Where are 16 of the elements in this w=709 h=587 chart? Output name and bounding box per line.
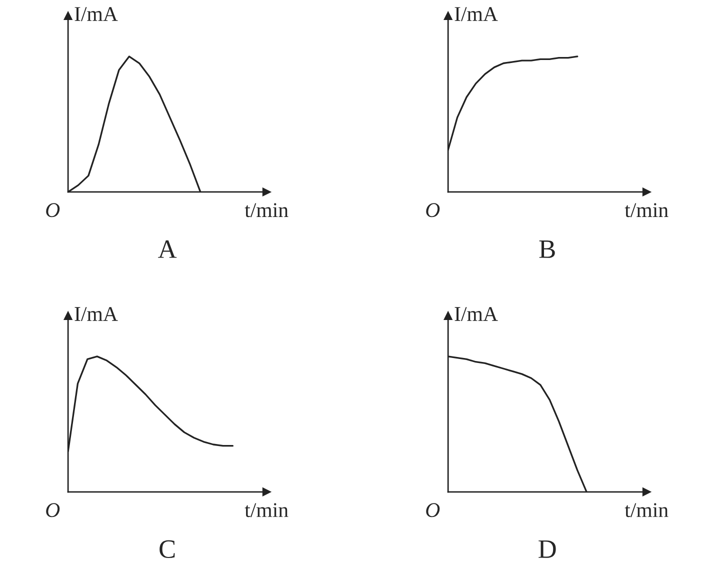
text: A [158, 240, 177, 258]
x-axis-title: t/min [244, 503, 288, 518]
text: B [539, 240, 555, 258]
x-axis-title: t/min [624, 203, 668, 218]
x-axis-title: t/min [244, 203, 288, 218]
text: O [426, 503, 440, 518]
text: O [46, 503, 60, 518]
y-axis-title: I/mA [74, 307, 118, 322]
x-axis-title: t/min [624, 503, 668, 518]
text: C [160, 540, 175, 558]
y-axis-title: I/mA [454, 307, 498, 322]
y-axis-title: I/mA [454, 7, 498, 22]
text: O [46, 203, 60, 218]
text: D [538, 540, 556, 558]
text: O [426, 203, 440, 218]
y-axis-title: I/mA [74, 7, 118, 22]
